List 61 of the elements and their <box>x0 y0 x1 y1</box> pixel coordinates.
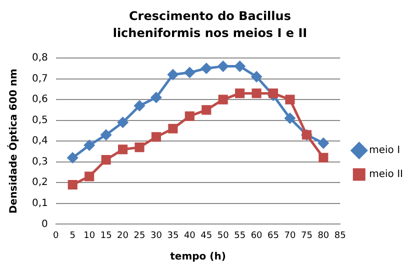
x-tick-label: 25 <box>134 230 146 241</box>
chart-title: Crescimento do Bacillus licheniformis nos meios I e II <box>112 8 308 42</box>
point <box>252 88 262 98</box>
x-tick-label: 60 <box>250 230 263 241</box>
x-tick-label: 35 <box>167 230 179 241</box>
x-tick-label: 5 <box>70 230 76 241</box>
x-tick-label: 55 <box>234 230 246 241</box>
y-tick-label: 0 <box>42 218 48 230</box>
point <box>118 144 128 154</box>
point <box>235 88 245 98</box>
point <box>168 124 178 134</box>
point <box>201 63 212 74</box>
point <box>234 61 246 72</box>
x-tick-label: 50 <box>217 230 230 241</box>
y-tick-label: 0,6 <box>32 94 48 106</box>
y-tick-label: 0,3 <box>32 156 48 168</box>
point <box>67 152 78 163</box>
point <box>84 172 94 182</box>
x-tick-label: 15 <box>100 230 112 241</box>
point <box>218 94 228 104</box>
point <box>184 111 194 121</box>
x-tick-label: 40 <box>184 230 196 241</box>
point <box>318 138 329 148</box>
x-tick-label: 45 <box>200 230 212 241</box>
point <box>150 92 162 103</box>
point <box>268 88 278 98</box>
point <box>100 130 112 140</box>
x-tick-label: 30 <box>150 230 162 241</box>
legend-label: meio II <box>369 169 404 180</box>
y-tick-label: 0,8 <box>32 52 48 64</box>
point <box>118 117 128 128</box>
x-axis-title: tempo (h) <box>170 252 226 263</box>
point <box>218 61 228 72</box>
point <box>168 69 178 80</box>
x-tick-label: 75 <box>300 230 312 241</box>
legend-label: meio I <box>369 145 400 156</box>
y-tick-label: 0,7 <box>32 73 48 84</box>
x-tick-label: 65 <box>268 230 279 241</box>
point <box>134 100 145 112</box>
point <box>101 155 111 165</box>
point <box>284 113 296 124</box>
x-tick-label: 80 <box>318 230 330 241</box>
x-tick-label: 85 <box>334 230 346 241</box>
x-tick-label: 0 <box>53 230 60 241</box>
point <box>84 140 95 151</box>
x-tick-label: 20 <box>117 230 129 241</box>
point <box>68 180 78 190</box>
point <box>151 132 162 142</box>
point <box>202 105 212 115</box>
y-tick-label: 0,4 <box>32 136 48 147</box>
point <box>285 94 295 104</box>
point <box>184 67 195 78</box>
point <box>134 142 144 152</box>
y-tick-label: 0,5 <box>32 114 48 126</box>
y-tick-label: 0,2 <box>32 177 48 188</box>
point <box>251 71 262 82</box>
x-tick-label: 10 <box>84 230 96 241</box>
y-tick-label: 0,1 <box>32 198 48 210</box>
point <box>318 152 328 163</box>
x-tick-label: 70 <box>284 230 296 241</box>
y-axis-title: Densidade Óptica 600 nm <box>6 68 20 214</box>
